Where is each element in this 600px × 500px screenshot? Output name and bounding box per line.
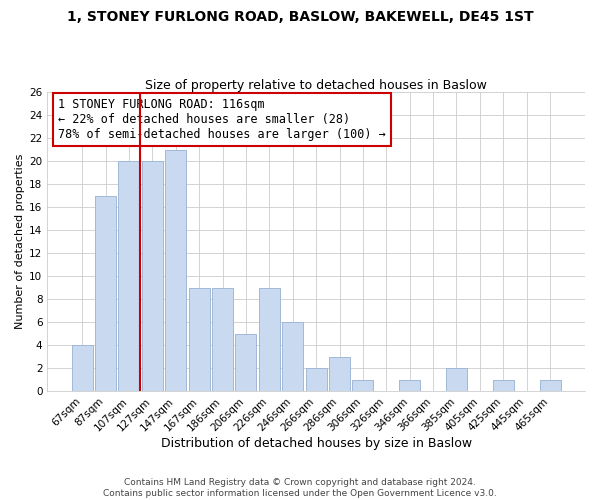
Bar xyxy=(539,380,560,391)
Bar xyxy=(165,150,187,391)
Bar xyxy=(259,288,280,391)
Bar xyxy=(305,368,326,391)
Bar xyxy=(282,322,303,391)
Bar xyxy=(142,161,163,391)
Bar xyxy=(493,380,514,391)
Text: Contains HM Land Registry data © Crown copyright and database right 2024.
Contai: Contains HM Land Registry data © Crown c… xyxy=(103,478,497,498)
Y-axis label: Number of detached properties: Number of detached properties xyxy=(15,154,25,329)
Bar xyxy=(352,380,373,391)
Bar xyxy=(95,196,116,391)
Bar xyxy=(235,334,256,391)
Bar xyxy=(212,288,233,391)
X-axis label: Distribution of detached houses by size in Baslow: Distribution of detached houses by size … xyxy=(161,437,472,450)
Title: Size of property relative to detached houses in Baslow: Size of property relative to detached ho… xyxy=(145,79,487,92)
Bar xyxy=(72,345,93,391)
Bar xyxy=(446,368,467,391)
Bar xyxy=(399,380,420,391)
Bar xyxy=(118,161,140,391)
Bar xyxy=(188,288,210,391)
Text: 1, STONEY FURLONG ROAD, BASLOW, BAKEWELL, DE45 1ST: 1, STONEY FURLONG ROAD, BASLOW, BAKEWELL… xyxy=(67,10,533,24)
Text: 1 STONEY FURLONG ROAD: 116sqm
← 22% of detached houses are smaller (28)
78% of s: 1 STONEY FURLONG ROAD: 116sqm ← 22% of d… xyxy=(58,98,386,141)
Bar xyxy=(329,356,350,391)
